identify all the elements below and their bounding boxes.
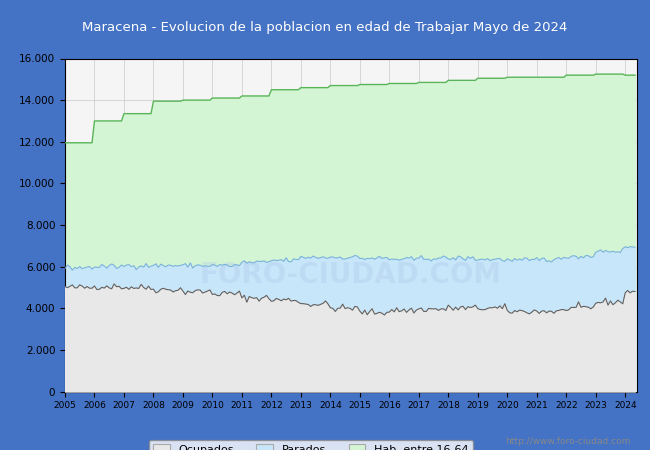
Text: http://www.foro-ciudad.com: http://www.foro-ciudad.com xyxy=(505,436,630,446)
Text: FORO-CIUDAD.COM: FORO-CIUDAD.COM xyxy=(200,261,502,289)
Legend: Ocupados, Parados, Hab. entre 16-64: Ocupados, Parados, Hab. entre 16-64 xyxy=(149,440,473,450)
Text: Maracena - Evolucion de la poblacion en edad de Trabajar Mayo de 2024: Maracena - Evolucion de la poblacion en … xyxy=(83,21,567,33)
